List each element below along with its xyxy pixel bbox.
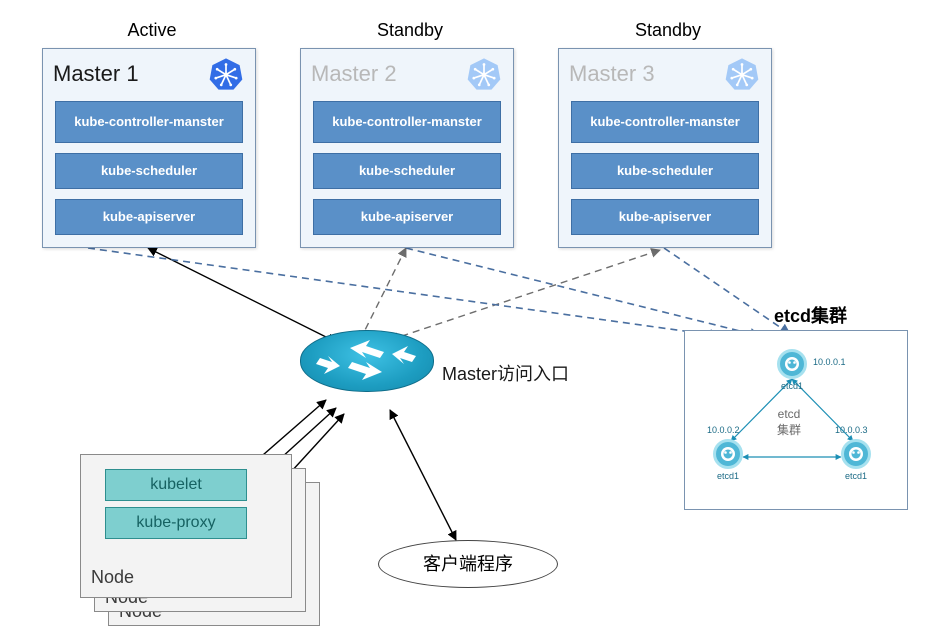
master-title: Master 1 <box>53 61 139 87</box>
etcd-node-label: etcd1 <box>711 471 745 481</box>
master-component: kube-controller-manster <box>313 101 501 143</box>
etcd-node-ip: 10.0.0.1 <box>813 357 846 367</box>
etcd-node-icon <box>777 349 807 379</box>
master-title: Master 2 <box>311 61 397 87</box>
router-icon <box>300 330 432 410</box>
master-component: kube-scheduler <box>571 153 759 189</box>
etcd-cluster-box: etcd集群 etcd1 10.0.0.1 etcd1 10.0.0.2 etcd1 10… <box>684 330 908 510</box>
master-component: kube-scheduler <box>313 153 501 189</box>
master-component: kube-apiserver <box>571 199 759 235</box>
etcd-center-label: etcd集群 <box>777 407 801 438</box>
master-panel-3: Master 3 kube-controller-manster kube-sche… <box>558 48 772 248</box>
master-title: Master 3 <box>569 61 655 87</box>
master-header: Standby <box>618 20 718 41</box>
master-component: kube-scheduler <box>55 153 243 189</box>
kubernetes-icon <box>209 57 243 91</box>
master-panel-2: Master 2 kube-controller-manster kube-sche… <box>300 48 514 248</box>
etcd-node-icon <box>713 439 743 469</box>
master-component: kube-controller-manster <box>55 101 243 143</box>
kubernetes-icon <box>467 57 501 91</box>
etcd-node-label: etcd1 <box>839 471 873 481</box>
master-panel-1: Master 1 kube-controller-manster kube-sche… <box>42 48 256 248</box>
kubernetes-icon <box>725 57 759 91</box>
etcd-node-label: etcd1 <box>775 381 809 391</box>
etcd-node-ip: 10.0.0.2 <box>707 425 740 435</box>
node-component-kubelet: kubelet <box>105 469 247 501</box>
node-label: Node <box>91 567 134 588</box>
master-header: Active <box>102 20 202 41</box>
etcd-node-ip: 10.0.0.3 <box>835 425 868 435</box>
master-component: kube-apiserver <box>55 199 243 235</box>
client-program: 客户端程序 <box>378 540 558 588</box>
etcd-cluster-title: etcd集群 <box>774 302 847 328</box>
etcd-node-icon <box>841 439 871 469</box>
master-component: kube-controller-manster <box>571 101 759 143</box>
node-component-kube-proxy: kube-proxy <box>105 507 247 539</box>
master-component: kube-apiserver <box>313 199 501 235</box>
diagram-stage: Active Master 1 kube-controller-manster kub… <box>0 0 929 642</box>
router-label: Master访问入口 <box>442 360 569 386</box>
master-header: Standby <box>360 20 460 41</box>
